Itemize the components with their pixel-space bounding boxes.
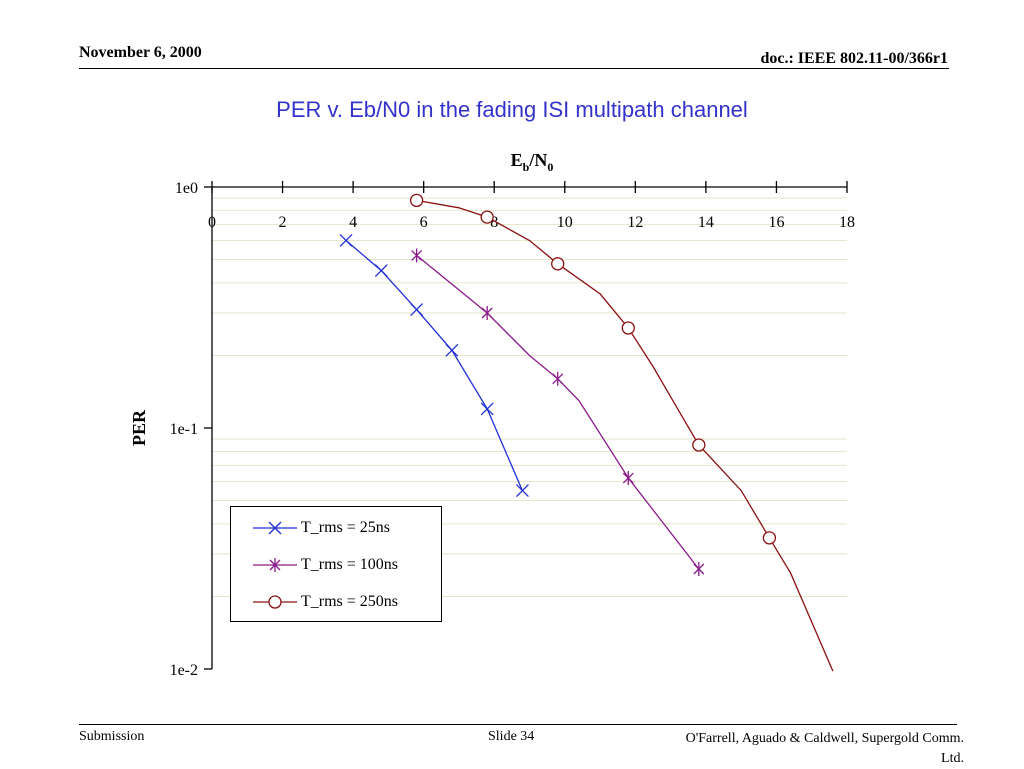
- marker-stroke: [480, 402, 494, 416]
- legend-item-100ns: T_rms = 100ns: [231, 555, 441, 575]
- chart-legend: T_rms = 25ns T_rms = 100ns T_rms = 250ns: [230, 506, 442, 622]
- marker-stroke: [374, 264, 388, 278]
- data-point: [622, 471, 634, 486]
- header-divider: [79, 68, 949, 69]
- y-axis-label: PER: [129, 409, 149, 446]
- x-tick-label: 18: [839, 214, 855, 231]
- series-line-0: [345, 240, 523, 491]
- data-point: [411, 248, 423, 263]
- x-tick-label: 4: [349, 214, 357, 231]
- legend-label-100ns: T_rms = 100ns: [301, 556, 399, 573]
- data-point: [552, 371, 564, 386]
- circle-marker: [692, 438, 706, 452]
- legend-item-250ns: T_rms = 250ns: [231, 592, 441, 612]
- chart-axes: 1e0 1e-1 1e-2 0 2 4 6 8 10 12 14 16 18: [170, 180, 855, 679]
- series-line-2: [416, 199, 834, 672]
- data-point: [621, 321, 635, 335]
- circle-marker-icon: [253, 595, 297, 609]
- data-point: [409, 193, 424, 208]
- x-tick-label: 12: [627, 214, 643, 231]
- circle-marker: [762, 531, 777, 545]
- y-tick-label: 1e-2: [170, 662, 198, 679]
- x-tick-label: 10: [557, 214, 573, 231]
- y-tick-label: 1e0: [175, 180, 198, 197]
- x-tick-label: 14: [698, 214, 714, 231]
- footer-authors-line1: O'Farrell, Aguado & Caldwell, Supergold …: [685, 731, 964, 746]
- marker-stroke: [339, 234, 353, 247]
- circle-marker: [551, 257, 565, 271]
- data-point: [551, 257, 565, 271]
- data-point: [481, 306, 493, 321]
- x-marker-icon: [253, 521, 297, 535]
- data-point: [445, 343, 459, 357]
- data-point: [515, 484, 529, 498]
- legend-label-250ns: T_rms = 250ns: [301, 593, 399, 610]
- marker-stroke: [445, 343, 459, 357]
- chart-grid: [212, 197, 847, 597]
- footer-authors: O'Farrell, Aguado & Caldwell, Supergold …: [604, 729, 964, 769]
- legend-label-25ns: T_rms = 25ns: [301, 519, 391, 536]
- header-doc-id: doc.: IEEE 802.11-00/366r1: [760, 50, 948, 67]
- data-point: [692, 438, 706, 452]
- data-point: [480, 210, 494, 224]
- footer-submission: Submission: [79, 729, 145, 744]
- x-tick-label: 8: [490, 214, 498, 231]
- footer-authors-line2: Ltd.: [941, 751, 964, 766]
- chart-series: [339, 193, 834, 672]
- x-tick-label: 2: [279, 214, 287, 231]
- series-line-1: [416, 254, 700, 570]
- asterisk-marker-icon: [253, 558, 297, 572]
- data-point: [410, 303, 424, 317]
- marker-stroke: [410, 303, 424, 317]
- footer-divider: [79, 724, 957, 725]
- data-point: [374, 264, 388, 278]
- circle-marker: [480, 210, 494, 224]
- data-point: [693, 561, 705, 576]
- slide-title: PER v. Eb/N0 in the fading ISI multipath…: [276, 97, 748, 122]
- data-point: [480, 402, 494, 416]
- circle-marker: [621, 321, 635, 335]
- x-axis-label: Eb/N0: [511, 150, 554, 174]
- header-date: November 6, 2000: [79, 44, 202, 61]
- circle-marker: [409, 193, 424, 208]
- x-tick-label: 16: [768, 214, 784, 231]
- legend-item-25ns: T_rms = 25ns: [231, 518, 441, 538]
- footer-slide-number: Slide 34: [488, 729, 535, 744]
- y-tick-label: 1e-1: [170, 421, 198, 438]
- x-tick-label: 0: [208, 214, 216, 231]
- data-point: [762, 531, 777, 545]
- marker-stroke: [515, 484, 529, 498]
- x-tick-label: 6: [420, 214, 428, 231]
- data-point: [339, 234, 353, 247]
